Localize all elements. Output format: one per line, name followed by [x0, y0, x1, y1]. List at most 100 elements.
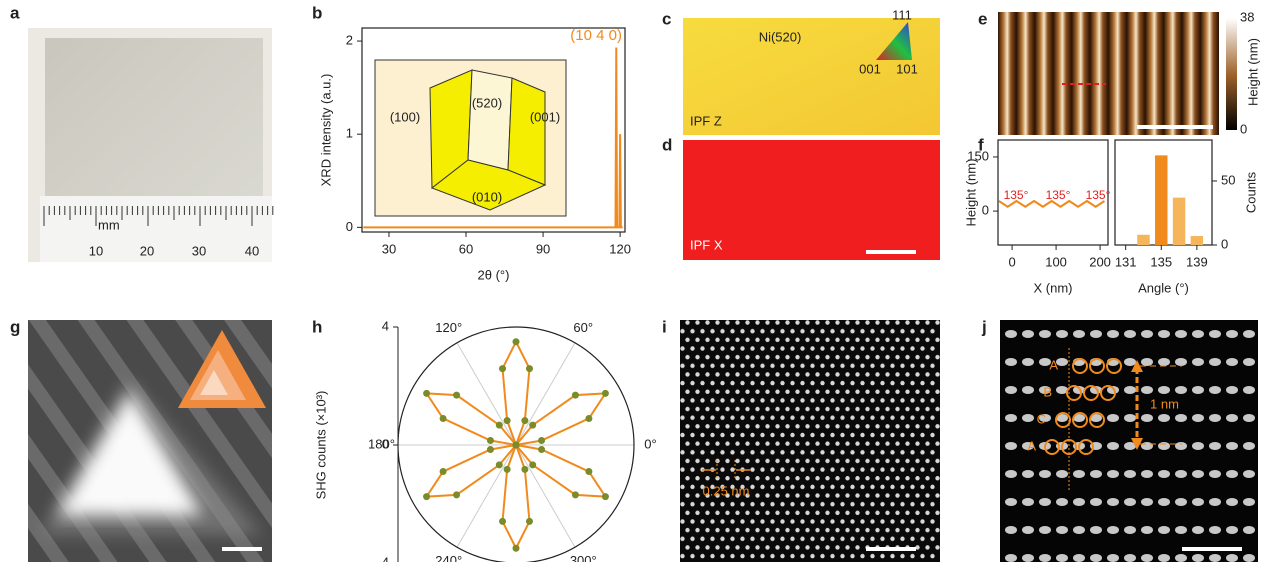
data-point [572, 392, 579, 399]
data-point [585, 468, 592, 475]
ipf-key-label: 101 [896, 61, 918, 76]
stacking-label: B [1043, 384, 1052, 399]
data-point [499, 365, 506, 372]
inset-label: (010) [472, 189, 502, 204]
y-tick-label: 0 [1221, 236, 1228, 251]
data-point [496, 422, 503, 429]
stacking-label: A [1027, 438, 1036, 453]
panel-label: b [312, 3, 322, 22]
stacking-label: C [1037, 411, 1046, 426]
x-tick-label: 90 [536, 241, 550, 256]
data-point [513, 545, 520, 552]
data-point [521, 466, 528, 473]
y-axis-label: Counts [1243, 171, 1258, 213]
data-point [529, 461, 536, 468]
bar [1173, 198, 1185, 245]
theta-label: 60° [573, 320, 593, 335]
data-point [602, 493, 609, 500]
panel-label: j [981, 317, 987, 336]
ipf-label: IPF Z [690, 113, 722, 128]
data-point [504, 417, 511, 424]
data-point [499, 518, 506, 525]
y-axis-label: XRD intensity (a.u.) [318, 74, 333, 187]
y-tick-label: 0 [382, 436, 389, 451]
ruler-label: 30 [192, 243, 206, 258]
data-point [496, 461, 503, 468]
ipf-title: Ni(520) [759, 29, 802, 44]
data-point [504, 466, 511, 473]
ipf-key-label: 111 [892, 7, 912, 22]
ruler-unit: mm [98, 217, 120, 232]
y-tick-label: 4 [382, 554, 389, 562]
peak-label: (10 4 0) [570, 27, 622, 44]
ruler [40, 196, 272, 262]
theta-label: 0° [644, 436, 656, 451]
data-point [538, 437, 545, 444]
x-tick-label: 120 [609, 241, 631, 256]
data-point [538, 446, 545, 453]
afm-image [998, 12, 1219, 135]
panel-label: g [10, 317, 20, 336]
panel-label: c [662, 9, 671, 28]
x-axis-label: 2θ (°) [478, 267, 510, 282]
x-axis-label: Angle (°) [1138, 280, 1189, 295]
ruler-label: 10 [89, 243, 103, 258]
bar [1155, 155, 1167, 245]
inset-label: (520) [472, 95, 502, 110]
y-tick-label: 4 [382, 318, 389, 333]
y-axis-label: Height (nm) [963, 159, 978, 227]
data-point [423, 390, 430, 397]
y-tick-label: 0 [346, 219, 353, 234]
ruler-label: 40 [245, 243, 259, 258]
data-point [526, 518, 533, 525]
data-point [572, 491, 579, 498]
y-tick-label: 2 [346, 32, 353, 47]
colorbar [1226, 18, 1237, 130]
angle-label: 135° [1046, 188, 1071, 202]
x-tick-label: 139 [1186, 254, 1208, 269]
stem-image [680, 320, 940, 562]
data-point [526, 365, 533, 372]
y-axis-label: SHG counts (×10³) [313, 391, 328, 500]
data-point [440, 415, 447, 422]
data-point [423, 493, 430, 500]
ruler-label: 20 [140, 243, 154, 258]
data-point [529, 422, 536, 429]
theta-label: 120° [435, 320, 462, 335]
x-tick-label: 135 [1150, 254, 1172, 269]
y-tick-label: 1 [346, 126, 353, 141]
figure: mm 10 20 30 40 Ni(520) 111 001 101 IPF Z… [0, 0, 1264, 562]
crystal-face [508, 78, 545, 185]
y-tick-label: 50 [1221, 172, 1235, 187]
theta-label: 240° [435, 553, 462, 562]
theta-label: 300° [570, 553, 597, 562]
data-point [513, 442, 520, 449]
inset-label: (001) [530, 109, 560, 124]
y-tick-label: 0 [982, 203, 989, 218]
data-point [513, 338, 520, 345]
x-tick-label: 0 [1008, 254, 1015, 269]
crystal-face [468, 70, 512, 170]
panel-label: d [662, 135, 672, 154]
panel-label: a [10, 3, 20, 22]
bar [1137, 235, 1149, 245]
data-point [440, 468, 447, 475]
angle-label: 135° [1004, 188, 1029, 202]
x-tick-label: 200 [1089, 254, 1111, 269]
x-tick-label: 30 [382, 241, 396, 256]
panel-label: h [312, 317, 322, 336]
period-label: 1 nm [1150, 396, 1179, 411]
data-point [453, 491, 460, 498]
colorbar-label: Height (nm) [1245, 38, 1260, 106]
haadf-image [1000, 320, 1258, 562]
ipf-label: IPF X [690, 237, 723, 252]
data-point [453, 392, 460, 399]
bar [1191, 236, 1203, 245]
inset-label: (100) [390, 109, 420, 124]
panel-label: i [662, 317, 667, 336]
angle-label: 135° [1086, 188, 1111, 202]
x-axis-label: X (nm) [1034, 280, 1073, 295]
x-tick-label: 100 [1045, 254, 1067, 269]
panel-label: e [978, 9, 987, 28]
stacking-label: A [1049, 357, 1058, 372]
